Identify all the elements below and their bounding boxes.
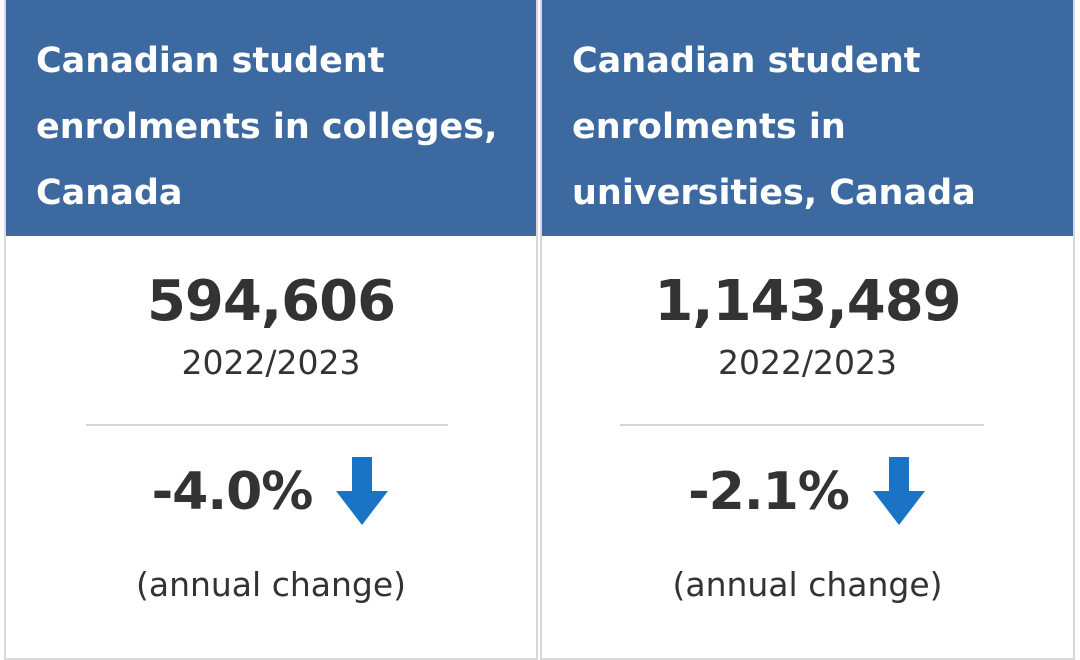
period-label: 2022/2023 [181,343,361,382]
enrolment-value: 1,143,489 [654,269,961,334]
card-title: Canadian student enrolments in colleges,… [6,0,536,236]
annual-change-note: (annual change) [672,565,943,604]
card-title-line: Canada [36,173,183,213]
period-label: 2022/2023 [717,343,898,382]
card-title-line: enrolments in colleges, [36,107,498,147]
divider [620,424,984,426]
annual-change-note: (annual change) [135,565,407,604]
stat-card-universities: Canadian student enrolments in universit… [540,0,1075,660]
card-title-line: Canadian student [36,41,385,81]
annual-change-value: -2.1% [688,462,850,522]
change-row: -4.0% [6,452,536,532]
stat-card-colleges: Canadian student enrolments in colleges,… [4,0,538,660]
change-row: -2.1% [542,452,1073,532]
enrolment-value: 594,606 [146,269,396,334]
card-title: Canadian student enrolments in universit… [542,0,1073,236]
annual-change-value: -4.0% [151,462,314,522]
card-title-line: universities, Canada [572,173,976,213]
card-title-line: enrolments in [572,107,846,147]
divider [86,424,448,426]
card-title-line: Canadian student [572,41,921,81]
down-arrow-icon [872,457,925,525]
down-arrow-icon [336,457,389,525]
